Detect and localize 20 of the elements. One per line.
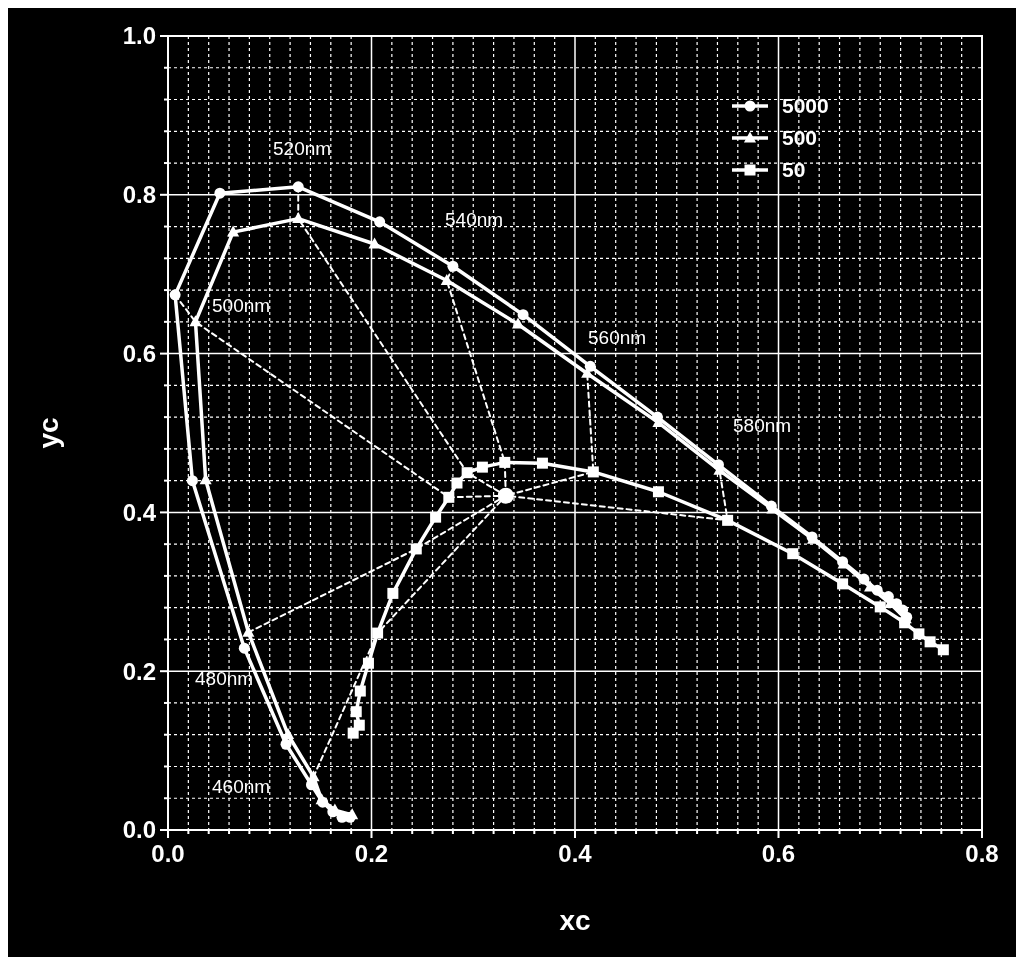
legend-label: 500	[782, 126, 818, 150]
y-tick-label: 0.8	[122, 181, 156, 209]
annotation: 480nm	[195, 667, 254, 689]
y-axis-title: yc	[33, 417, 64, 449]
y-tick-label: 1.0	[122, 22, 156, 50]
y-tick-label: 0.6	[122, 340, 156, 367]
x-axis-title: xc	[559, 905, 591, 936]
legend-label: 50	[782, 158, 806, 182]
x-tick-label: 0.8	[965, 840, 999, 867]
y-tick-label: 0.2	[122, 657, 156, 685]
annotation: 560nm	[588, 326, 647, 348]
annotation: 540nm	[445, 208, 504, 230]
annotation: 500nm	[212, 294, 271, 316]
x-tick-label: 0.2	[354, 840, 389, 867]
annotation: 460nm	[212, 775, 271, 797]
x-tick-label: 0.4	[558, 840, 593, 867]
y-tick-label: 0.4	[122, 498, 157, 526]
legend-label: 5000	[782, 94, 829, 118]
annotation: 520nm	[273, 137, 332, 159]
x-tick-label: 0.6	[761, 840, 796, 867]
